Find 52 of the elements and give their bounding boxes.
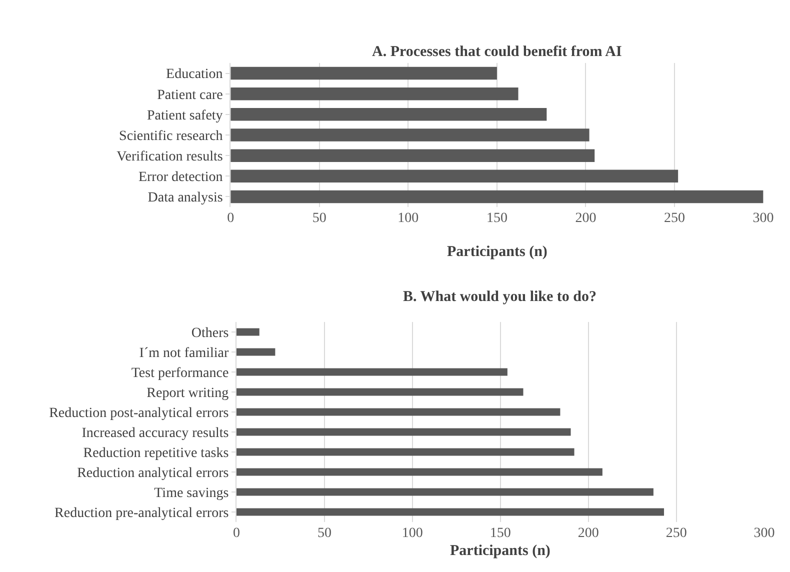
y-tick-label: Test performance [131,366,229,381]
y-tick-label: Others [191,326,229,341]
y-tick-label: Verification results [116,149,223,164]
x-tick-label: 250 [664,211,686,226]
x-tick-label: 300 [754,526,775,541]
chart-title: B. What would you like to do? [403,289,597,305]
x-tick-label: 150 [490,526,511,541]
x-tick-label: 200 [578,526,599,541]
y-tick-label: Education [166,67,223,82]
bar [230,128,590,142]
x-axis-title: Participants (n) [447,244,548,260]
x-tick-label: 100 [398,211,419,226]
y-tick-label: Increased accuracy results [82,426,229,441]
y-tick-label: Report writing [146,386,229,401]
x-tick-label: 0 [233,526,240,541]
y-tick-label: Reduction pre-analytical errors [54,506,229,521]
chart-title: A. Processes that could benefit from AI [372,44,622,60]
y-tick-label: Patient safety [147,108,223,124]
bar [236,408,560,416]
y-tick-label: Time savings [154,486,229,501]
x-tick-label: 0 [227,211,234,226]
bar [236,388,524,396]
x-axis-title: Participants (n) [450,543,550,559]
x-tick-label: 50 [317,526,332,541]
bar [236,428,571,436]
y-tick-label: I´m not familiar [139,346,230,361]
bar [230,87,518,100]
bar [230,170,678,183]
y-tick-label: Error detection [138,170,223,186]
bar [236,368,508,376]
bar [236,468,602,476]
x-tick-label: 300 [752,211,774,226]
y-tick-label: Reduction analytical errors [77,466,229,481]
y-tick-label: Reduction post-analytical errors [49,406,229,421]
x-tick-label: 100 [402,526,423,541]
x-tick-label: 50 [312,211,326,226]
bar [230,190,764,204]
bar [236,448,574,456]
y-tick-label: Scientific research [119,128,223,144]
bar [230,149,595,162]
x-tick-label: 150 [486,211,508,226]
y-tick-label: Patient care [157,88,223,103]
bar [236,488,654,496]
x-tick-label: 200 [575,211,596,226]
bar [236,508,664,516]
y-tick-label: Data analysis [148,190,223,206]
y-tick-label: Reduction repetitive tasks [83,446,229,461]
bar [236,348,276,356]
bar [236,328,260,336]
bar [230,66,497,80]
bar [230,108,547,121]
x-tick-label: 250 [666,526,687,541]
